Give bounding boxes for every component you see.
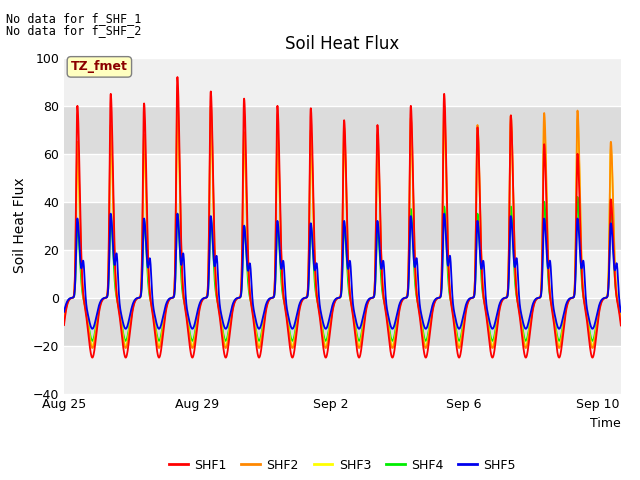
Title: Soil Heat Flux: Soil Heat Flux xyxy=(285,35,399,53)
Text: No data for f_SHF_1: No data for f_SHF_1 xyxy=(6,12,142,25)
Y-axis label: Soil Heat Flux: Soil Heat Flux xyxy=(13,178,28,274)
Text: No data for f_SHF_2: No data for f_SHF_2 xyxy=(6,24,142,37)
X-axis label: Time: Time xyxy=(590,417,621,430)
Bar xyxy=(64,346,621,394)
Legend: SHF1, SHF2, SHF3, SHF4, SHF5: SHF1, SHF2, SHF3, SHF4, SHF5 xyxy=(164,454,521,477)
Bar xyxy=(64,154,621,202)
Bar xyxy=(64,106,621,154)
Text: TZ_fmet: TZ_fmet xyxy=(71,60,128,73)
Bar xyxy=(64,298,621,346)
Bar xyxy=(64,202,621,250)
Bar xyxy=(64,250,621,298)
Bar xyxy=(64,58,621,106)
